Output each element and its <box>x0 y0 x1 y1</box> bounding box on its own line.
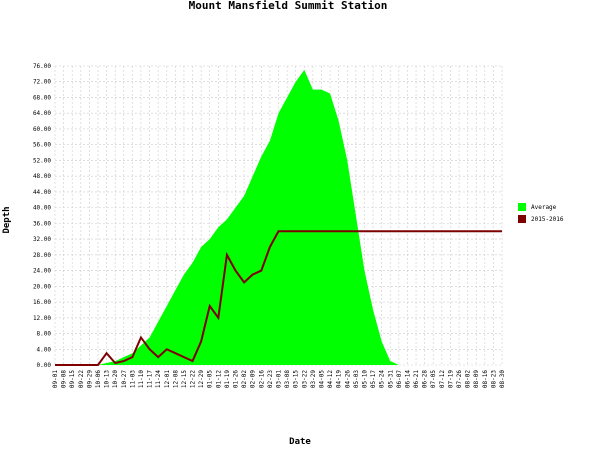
x-tick-label: 12-01 <box>164 370 171 388</box>
x-tick-label: 06-14 <box>404 370 411 388</box>
area <box>55 69 502 366</box>
legend-swatch <box>518 203 526 211</box>
legend-label: 2015-2016 <box>531 216 564 223</box>
x-tick-label: 03-08 <box>284 370 291 388</box>
x-tick-label: 08-09 <box>473 370 480 388</box>
y-tick-label: 4.00 <box>37 346 52 353</box>
x-tick-label: 05-10 <box>361 370 368 388</box>
x-tick-label: 12-08 <box>172 370 179 388</box>
x-axis-label: Date <box>289 437 311 447</box>
x-tick-label: 09-22 <box>78 370 85 388</box>
y-tick-label: 72.00 <box>33 79 51 86</box>
x-tick-label: 07-26 <box>456 370 463 388</box>
y-tick-label: 40.00 <box>33 205 51 212</box>
y-tick-label: 28.00 <box>33 252 51 259</box>
x-tick-label: 05-03 <box>353 370 360 388</box>
x-tick-label: 06-07 <box>396 370 403 388</box>
x-tick-label: 09-29 <box>86 370 93 388</box>
y-tick-label: 76.00 <box>33 63 51 70</box>
x-tick-label: 11-10 <box>138 370 145 388</box>
x-tick-label: 03-29 <box>310 370 317 388</box>
x-tick-label: 12-29 <box>198 370 205 388</box>
x-tick-label: 10-20 <box>112 370 119 388</box>
y-tick-label: 48.00 <box>33 173 51 180</box>
y-tick-label: 64.00 <box>33 110 51 117</box>
y-tick-label: 60.00 <box>33 126 51 133</box>
y-tick-label: 56.00 <box>33 142 51 149</box>
x-tick-label: 09-08 <box>61 370 68 388</box>
y-tick-label: 0.00 <box>37 362 52 369</box>
x-tick-label: 04-26 <box>344 370 351 388</box>
y-tick-label: 16.00 <box>33 299 51 306</box>
x-tick-label: 06-28 <box>422 370 429 388</box>
legend-label: Average <box>531 204 557 211</box>
x-tick-label: 02-02 <box>241 370 248 388</box>
x-tick-label: 10-13 <box>104 370 111 388</box>
x-tick-label: 02-16 <box>258 370 265 388</box>
y-tick-label: 32.00 <box>33 236 51 243</box>
x-tick-label: 08-02 <box>465 370 472 388</box>
x-tick-label: 01-12 <box>215 370 222 388</box>
x-tick-label: 05-24 <box>379 370 386 388</box>
x-tick-label: 11-24 <box>155 370 162 388</box>
legend-swatch <box>518 215 526 223</box>
line <box>55 230 502 366</box>
x-tick-label: 12-22 <box>190 370 197 388</box>
y-tick-label: 68.00 <box>33 94 51 101</box>
y-tick-label: 52.00 <box>33 157 51 164</box>
x-tick-label: 05-17 <box>370 370 377 388</box>
x-tick-label: 04-05 <box>318 370 325 388</box>
x-tick-label: 07-12 <box>439 370 446 388</box>
x-tick-label: 08-30 <box>499 370 506 388</box>
x-tick-label: 12-15 <box>181 370 188 388</box>
x-tick-label: 09-01 <box>52 370 59 388</box>
x-tick-label: 09-15 <box>69 370 76 388</box>
y-tick-label: 36.00 <box>33 220 51 227</box>
x-tick-label: 11-17 <box>147 370 154 388</box>
x-tick-label: 01-05 <box>207 370 214 388</box>
y-tick-label: 24.00 <box>33 268 51 275</box>
x-tick-label: 01-19 <box>224 370 231 388</box>
x-tick-label: 02-09 <box>250 370 257 388</box>
x-tick-label: 04-19 <box>336 370 343 388</box>
x-tick-label: 08-16 <box>482 370 489 388</box>
x-tick-label: 11-03 <box>129 370 136 388</box>
x-tick-label: 01-26 <box>233 370 240 388</box>
x-tick-label: 05-31 <box>387 370 394 388</box>
x-tick-label: 04-12 <box>327 370 334 388</box>
x-tick-label: 08-23 <box>490 370 497 388</box>
chart-title: Mount Mansfield Summit Station <box>189 0 388 12</box>
x-tick-label: 03-22 <box>301 370 308 388</box>
y-tick-label: 12.00 <box>33 315 51 322</box>
x-tick-label: 06-21 <box>413 370 420 388</box>
x-tick-label: 03-15 <box>293 370 300 388</box>
y-tick-label: 44.00 <box>33 189 51 196</box>
x-tick-label: 02-23 <box>267 370 274 388</box>
y-axis-label: Depth <box>2 206 12 233</box>
x-tick-label: 10-27 <box>121 370 128 388</box>
y-tick-label: 20.00 <box>33 283 51 290</box>
x-tick-label: 07-19 <box>447 370 454 388</box>
x-tick-label: 07-05 <box>430 370 437 388</box>
x-tick-label: 10-06 <box>95 370 102 388</box>
y-tick-label: 8.00 <box>37 331 52 338</box>
x-tick-label: 03-01 <box>276 370 283 388</box>
